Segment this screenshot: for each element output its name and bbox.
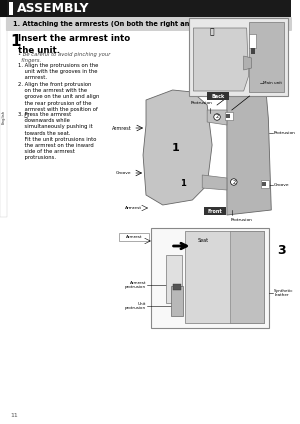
Bar bbox=[204, 207, 226, 215]
Text: Armrest
protrusion: Armrest protrusion bbox=[125, 281, 146, 289]
Text: 1: 1 bbox=[172, 143, 179, 153]
Bar bbox=[172, 284, 181, 290]
Bar bbox=[261, 180, 269, 188]
Text: Seat: Seat bbox=[197, 238, 208, 243]
Text: 11: 11 bbox=[10, 413, 18, 418]
Text: 2: 2 bbox=[232, 179, 236, 184]
Text: Groove: Groove bbox=[116, 171, 131, 175]
Text: Back: Back bbox=[212, 94, 225, 99]
Bar bbox=[249, 22, 284, 92]
Bar bbox=[119, 233, 149, 241]
Text: 2. Align the front protrusion
    on the armrest with the
    groove on the unit: 2. Align the front protrusion on the arm… bbox=[18, 82, 99, 118]
Bar bbox=[226, 114, 230, 118]
Polygon shape bbox=[207, 110, 227, 125]
Text: Protrusion: Protrusion bbox=[190, 101, 212, 105]
Bar bbox=[9, 2, 13, 15]
Text: 3: 3 bbox=[277, 243, 286, 257]
Bar bbox=[262, 182, 266, 186]
Bar bbox=[249, 34, 256, 48]
Text: 2: 2 bbox=[215, 114, 219, 120]
Text: Armrest: Armrest bbox=[112, 126, 131, 131]
Text: Synthetic
leather: Synthetic leather bbox=[274, 289, 294, 297]
Polygon shape bbox=[202, 175, 227, 190]
Bar bbox=[230, 231, 264, 323]
Bar bbox=[151, 228, 269, 328]
Text: Front: Front bbox=[208, 209, 222, 214]
Polygon shape bbox=[227, 95, 271, 215]
Bar bbox=[0, 0, 7, 17]
Text: • Be careful to avoid pinching your
  fingers.: • Be careful to avoid pinching your fing… bbox=[18, 52, 110, 63]
Bar bbox=[166, 255, 182, 303]
Text: Ⓐ: Ⓐ bbox=[210, 28, 214, 36]
Text: 1. Align the protrusions on the
    unit with the grooves in the
    armrest.: 1. Align the protrusions on the unit wit… bbox=[18, 63, 98, 81]
Text: Unit
protrusion: Unit protrusion bbox=[125, 302, 146, 310]
Polygon shape bbox=[244, 56, 252, 70]
Text: Protrusion: Protrusion bbox=[273, 131, 295, 135]
Bar bbox=[225, 112, 233, 120]
Text: 1: 1 bbox=[10, 34, 20, 49]
Bar bbox=[7, 0, 291, 17]
Polygon shape bbox=[143, 90, 212, 205]
Text: ASSEMBLY: ASSEMBLY bbox=[17, 2, 89, 15]
Text: Armrest: Armrest bbox=[126, 235, 142, 240]
Bar bbox=[0, 17, 7, 217]
Bar bbox=[207, 92, 229, 100]
Text: 1: 1 bbox=[180, 179, 185, 187]
Text: 3. Press the armrest
    downwards while
    simultaneously pushing it
    towar: 3. Press the armrest downwards while sim… bbox=[18, 112, 96, 160]
Text: 1. Attaching the armrests (On both the right and left sides): 1. Attaching the armrests (On both the r… bbox=[13, 21, 234, 27]
Text: Armrest: Armrest bbox=[125, 206, 142, 210]
Bar bbox=[185, 231, 264, 323]
Bar bbox=[171, 286, 182, 316]
Polygon shape bbox=[194, 28, 249, 91]
Text: Main unit: Main unit bbox=[263, 81, 282, 85]
Text: Groove: Groove bbox=[273, 183, 289, 187]
Text: Protrusion: Protrusion bbox=[231, 218, 253, 222]
Text: English: English bbox=[2, 110, 5, 124]
Bar bbox=[189, 18, 288, 96]
Text: Insert the armrest into
the unit.: Insert the armrest into the unit. bbox=[18, 34, 130, 55]
Bar bbox=[250, 48, 254, 54]
FancyBboxPatch shape bbox=[6, 17, 292, 31]
